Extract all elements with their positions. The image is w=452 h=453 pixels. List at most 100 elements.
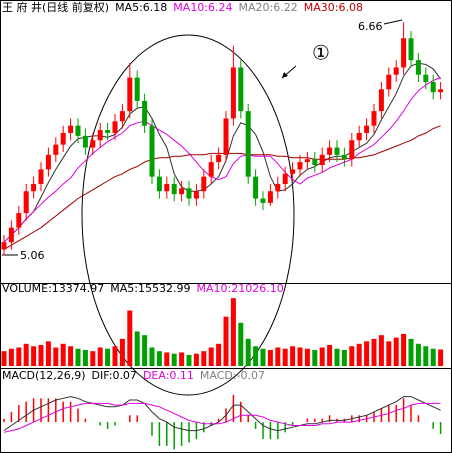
candle-body bbox=[119, 111, 125, 122]
volume-bar bbox=[349, 346, 355, 366]
volume-bar bbox=[364, 341, 370, 366]
candle-body bbox=[238, 67, 244, 112]
indicator-label: MACD(12,26,9) bbox=[2, 369, 86, 382]
volume-bar bbox=[319, 347, 325, 366]
candle-body bbox=[349, 140, 355, 160]
candle-body bbox=[127, 77, 133, 112]
volume-bar bbox=[393, 337, 399, 366]
volume-bar bbox=[267, 349, 273, 366]
volume-bar bbox=[260, 348, 266, 366]
volume-bar bbox=[216, 343, 222, 366]
line bbox=[3, 77, 441, 243]
volume-bar bbox=[378, 335, 384, 366]
volume-bar bbox=[327, 345, 333, 366]
candle-body bbox=[253, 176, 259, 199]
candle-body bbox=[90, 140, 96, 148]
indicator-label: MA30:6.08 bbox=[304, 1, 363, 14]
volume-bar bbox=[223, 316, 229, 366]
indicator-label: MA10:6.24 bbox=[173, 1, 232, 14]
candle-body bbox=[16, 213, 22, 228]
volume-bar bbox=[60, 343, 66, 366]
high-label: 6.66 bbox=[358, 20, 383, 33]
candle-body bbox=[430, 82, 436, 93]
candle-body bbox=[23, 191, 29, 214]
candle-body bbox=[364, 125, 370, 133]
candle-body bbox=[82, 135, 88, 148]
volume-bar bbox=[415, 343, 421, 366]
candle-body bbox=[105, 130, 111, 133]
volume-bar bbox=[75, 348, 81, 366]
line bbox=[3, 402, 441, 433]
volume-bar bbox=[386, 341, 392, 366]
volume-bar bbox=[282, 348, 288, 366]
volume-bar bbox=[82, 349, 88, 366]
candle-body bbox=[134, 77, 140, 101]
candle-body bbox=[260, 198, 266, 203]
volume-bar bbox=[53, 347, 59, 366]
candle-body bbox=[334, 147, 340, 155]
candle-body bbox=[45, 154, 51, 170]
volume-bar bbox=[1, 351, 7, 366]
candle-body bbox=[378, 89, 384, 112]
candle-body bbox=[68, 125, 74, 133]
line bbox=[3, 62, 442, 243]
candle-body bbox=[423, 74, 429, 82]
volume-bar bbox=[230, 298, 236, 366]
candle-body bbox=[156, 176, 162, 192]
volume-bar bbox=[134, 331, 140, 366]
volume-bar bbox=[164, 352, 170, 366]
volume-bar bbox=[290, 346, 296, 366]
volume-bar bbox=[149, 347, 155, 366]
candle-body bbox=[60, 132, 66, 145]
candle-body bbox=[142, 100, 148, 126]
low-label: 5.06 bbox=[20, 249, 45, 262]
candle-body bbox=[149, 125, 155, 177]
candle-body bbox=[401, 38, 407, 68]
volume-bar bbox=[119, 338, 125, 366]
volume-bar bbox=[142, 335, 148, 366]
indicator-label: DEA:0.11 bbox=[143, 369, 194, 382]
candle-body bbox=[290, 169, 296, 174]
highlight-ellipse bbox=[81, 34, 295, 396]
volume-bar bbox=[253, 346, 259, 366]
volume-bar bbox=[423, 346, 429, 366]
volume-bar bbox=[90, 351, 96, 366]
volume-bar bbox=[208, 347, 214, 366]
candle-body bbox=[267, 191, 273, 203]
volume-bar bbox=[201, 351, 207, 366]
indicator-label: MA10:21026.10 bbox=[196, 282, 283, 295]
volume-bar bbox=[127, 310, 133, 366]
volume-bar bbox=[334, 348, 340, 366]
candle-body bbox=[208, 162, 214, 177]
candle-body bbox=[341, 154, 347, 160]
indicator-label: MACD:-0.07 bbox=[200, 369, 265, 382]
indicator-label: VOLUME:13374.97 bbox=[2, 282, 104, 295]
volume-bar bbox=[171, 353, 177, 366]
indicator-label: DIF:0.07 bbox=[92, 369, 137, 382]
volume-bar bbox=[38, 345, 44, 366]
volume-bar bbox=[341, 349, 347, 366]
candle-body bbox=[97, 130, 103, 141]
volume-bar bbox=[356, 343, 362, 366]
annotation-arrow-head bbox=[282, 72, 288, 78]
volume-bar bbox=[186, 354, 192, 366]
candle-body bbox=[201, 176, 207, 192]
candle-body bbox=[312, 159, 318, 166]
line bbox=[3, 396, 441, 432]
volume-bar bbox=[23, 343, 29, 366]
candle-body bbox=[75, 125, 81, 136]
volume-bar bbox=[179, 352, 185, 366]
candle-body bbox=[408, 38, 414, 61]
volume-bar bbox=[105, 348, 111, 366]
line bbox=[3, 125, 441, 250]
volume-bar bbox=[68, 346, 74, 366]
candle-body bbox=[186, 188, 192, 199]
volume-bar bbox=[97, 347, 103, 366]
volume-bar bbox=[16, 347, 22, 366]
volume-bar bbox=[275, 347, 281, 366]
candle-body bbox=[327, 147, 333, 155]
candle-body bbox=[393, 67, 399, 75]
